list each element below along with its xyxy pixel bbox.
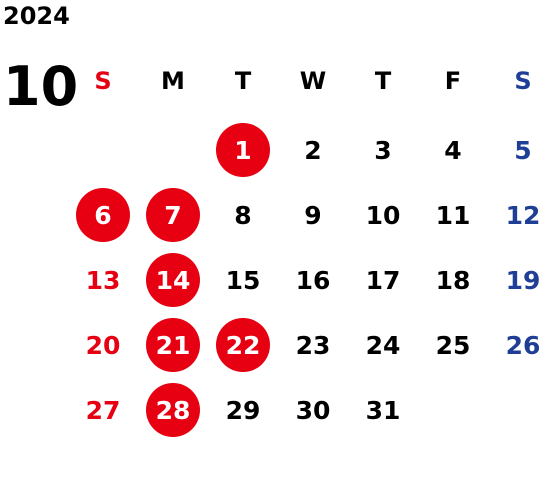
day-cell-31: 31	[365, 395, 401, 425]
day-cell-25: 25	[435, 330, 471, 360]
day-cell-8: 8	[234, 200, 252, 230]
day-cell-4: 4	[444, 135, 462, 165]
day-cell-26: 26	[505, 330, 541, 360]
weekday-header-tue: T	[234, 67, 252, 95]
day-cell-15: 15	[225, 265, 261, 295]
weekday-header-thu: T	[374, 67, 392, 95]
day-cell-2: 2	[304, 135, 322, 165]
day-cell-30: 30	[295, 395, 331, 425]
day-cell-21: 21	[146, 318, 200, 372]
day-cell-6: 6	[76, 188, 130, 242]
day-cell-19: 19	[505, 265, 541, 295]
day-cell-20: 20	[85, 330, 121, 360]
day-cell-27: 27	[85, 395, 121, 425]
day-cell-24: 24	[365, 330, 401, 360]
weekday-header-fri: F	[444, 67, 462, 95]
weekday-header-sun: S	[94, 67, 112, 95]
day-cell-1: 1	[216, 123, 270, 177]
day-cell-10: 10	[365, 200, 401, 230]
day-cell-5: 5	[514, 135, 532, 165]
weekday-header-wed: W	[299, 67, 327, 95]
day-cell-9: 9	[304, 200, 322, 230]
day-cell-23: 23	[295, 330, 331, 360]
day-cell-17: 17	[365, 265, 401, 295]
day-cell-18: 18	[435, 265, 471, 295]
day-cell-3: 3	[374, 135, 392, 165]
day-cell-16: 16	[295, 265, 331, 295]
weekday-header-mon: M	[161, 67, 185, 95]
day-cell-28: 28	[146, 383, 200, 437]
day-cell-22: 22	[216, 318, 270, 372]
weekday-header-sat: S	[514, 67, 532, 95]
day-cell-11: 11	[435, 200, 471, 230]
month-number: 10	[3, 55, 79, 118]
day-cell-13: 13	[85, 265, 121, 295]
day-cell-7: 7	[146, 188, 200, 242]
day-cell-12: 12	[505, 200, 541, 230]
day-cell-14: 14	[146, 253, 200, 307]
year-label: 2024	[3, 2, 70, 30]
day-cell-29: 29	[225, 395, 261, 425]
